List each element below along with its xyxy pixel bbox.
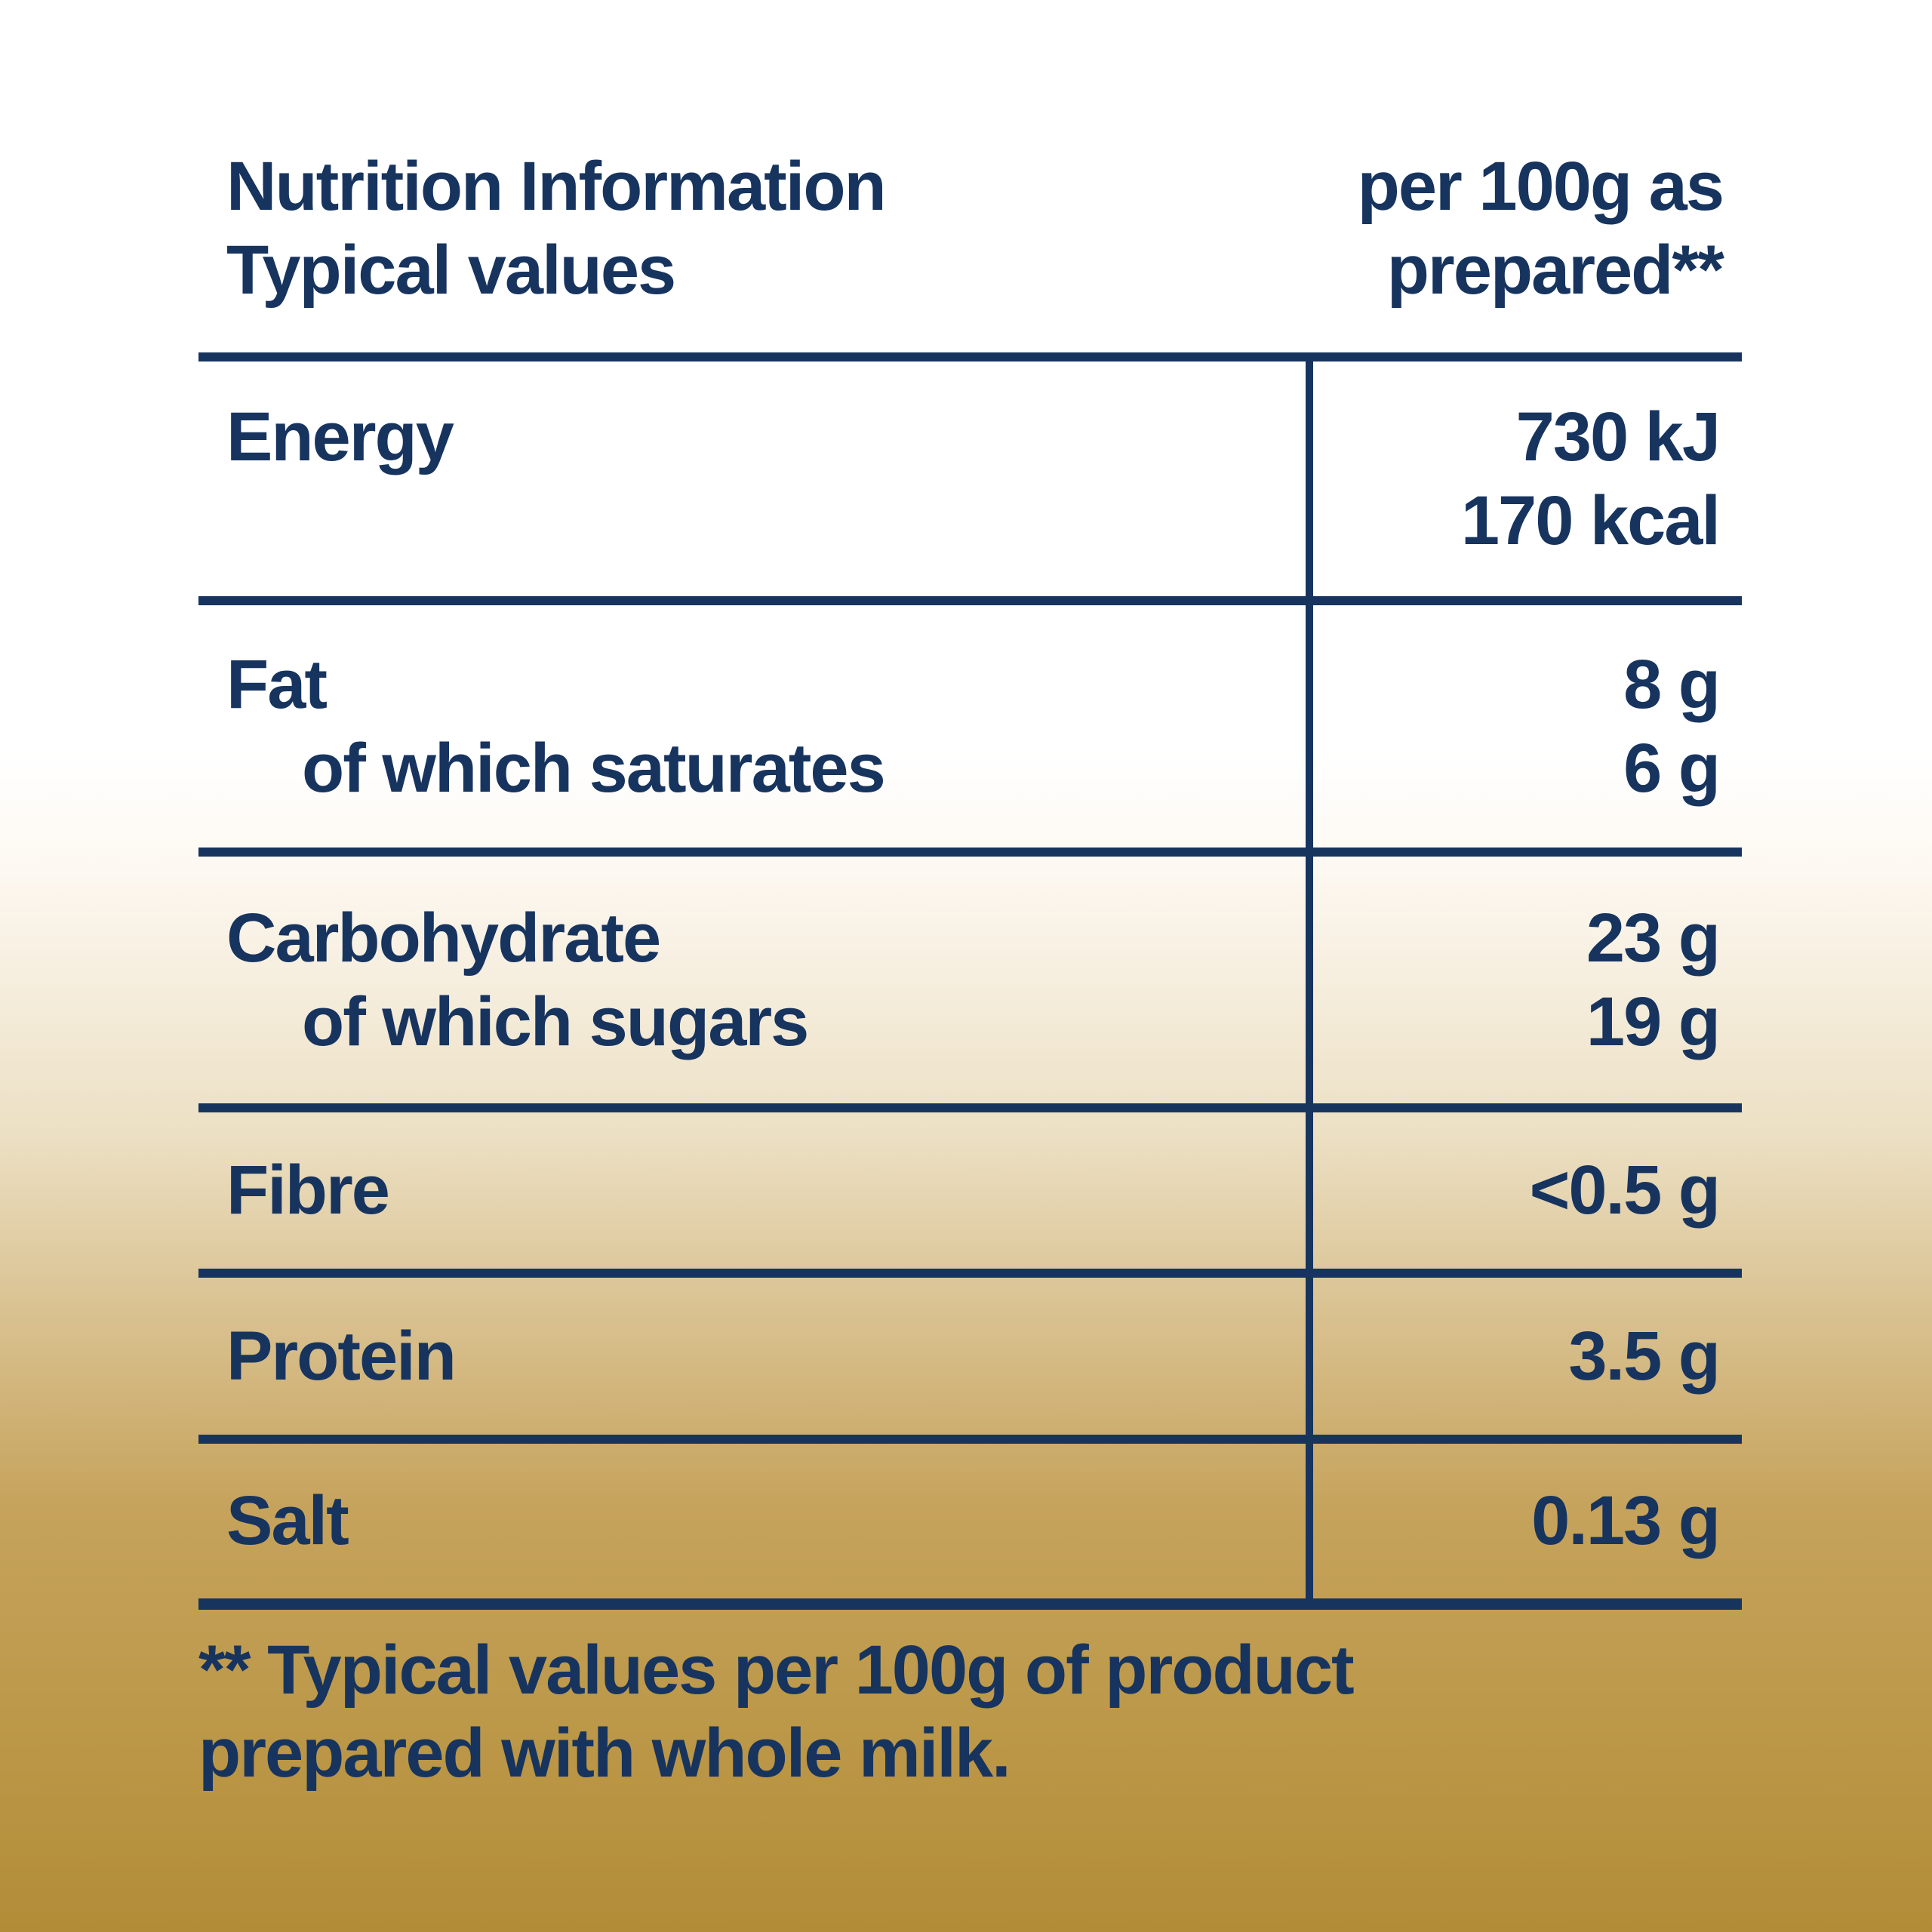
salt-label-cell: Salt	[198, 1479, 349, 1563]
carbohydrate-label: Carbohydrate	[226, 899, 661, 977]
fibre-value-cell: <0.5 g	[1530, 1149, 1742, 1232]
fibre-value: <0.5 g	[1529, 1152, 1721, 1229]
saturates-value: 6 g	[1623, 729, 1721, 807]
fibre-label: Fibre	[226, 1152, 390, 1229]
energy-kcal-value: 170 kcal	[1460, 481, 1721, 559]
fat-value: 8 g	[1623, 645, 1721, 723]
table-header-row: Nutrition Information Typical values per…	[198, 113, 1742, 361]
fibre-label-cell: Fibre	[198, 1149, 390, 1232]
header-unit-line1: per 100g as	[1357, 148, 1724, 225]
header-title-line2: Typical values	[226, 232, 676, 309]
nutrition-table: Nutrition Information Typical values per…	[198, 113, 1742, 1610]
column-divider	[1306, 361, 1313, 1610]
sugars-label: of which sugars	[302, 983, 809, 1060]
footnote-line1: ** Typical values per 100g of product	[198, 1632, 1355, 1709]
header-typical-values: Nutrition Information Typical values	[198, 145, 887, 312]
carbohydrate-value-cell: 23 g 19 g	[1586, 897, 1742, 1064]
protein-label: Protein	[226, 1317, 457, 1395]
salt-value: 0.13 g	[1531, 1482, 1721, 1559]
header-title-line1: Nutrition Information	[226, 148, 887, 225]
table-body: Energy 730 kJ 170 kcal Fat of which satu…	[198, 361, 1742, 1610]
energy-label-cell: Energy	[198, 395, 454, 563]
header-per-100g: per 100g as prepared**	[1358, 145, 1742, 312]
row-protein: Protein 3.5 g	[198, 1278, 1742, 1444]
row-carbohydrate: Carbohydrate of which sugars 23 g 19 g	[198, 857, 1742, 1112]
header-unit-line2: prepared**	[1386, 232, 1724, 309]
row-fibre: Fibre <0.5 g	[198, 1112, 1742, 1278]
fat-label-cell: Fat of which saturates	[198, 643, 886, 811]
protein-value-cell: 3.5 g	[1568, 1315, 1742, 1398]
spacer-line	[226, 479, 453, 563]
footnote-line2: prepared with whole milk.	[198, 1715, 1011, 1792]
fat-value-cell: 8 g 6 g	[1623, 643, 1742, 811]
row-salt: Salt 0.13 g	[198, 1444, 1742, 1610]
sugars-value: 19 g	[1586, 983, 1721, 1060]
protein-value: 3.5 g	[1568, 1317, 1721, 1395]
carbohydrate-value: 23 g	[1586, 899, 1721, 977]
row-fat: Fat of which saturates 8 g 6 g	[198, 605, 1742, 857]
protein-label-cell: Protein	[198, 1315, 457, 1398]
saturates-label: of which saturates	[302, 729, 886, 807]
energy-value-cell: 730 kJ 170 kcal	[1461, 395, 1742, 563]
energy-kj-value: 730 kJ	[1515, 398, 1721, 475]
fat-label: Fat	[226, 645, 328, 723]
carbohydrate-label-cell: Carbohydrate of which sugars	[198, 897, 809, 1064]
salt-value-cell: 0.13 g	[1531, 1479, 1742, 1563]
salt-label: Salt	[226, 1482, 349, 1559]
row-energy: Energy 730 kJ 170 kcal	[198, 361, 1742, 605]
footnote: ** Typical values per 100g of product pr…	[198, 1629, 1708, 1795]
energy-label: Energy	[226, 398, 454, 475]
